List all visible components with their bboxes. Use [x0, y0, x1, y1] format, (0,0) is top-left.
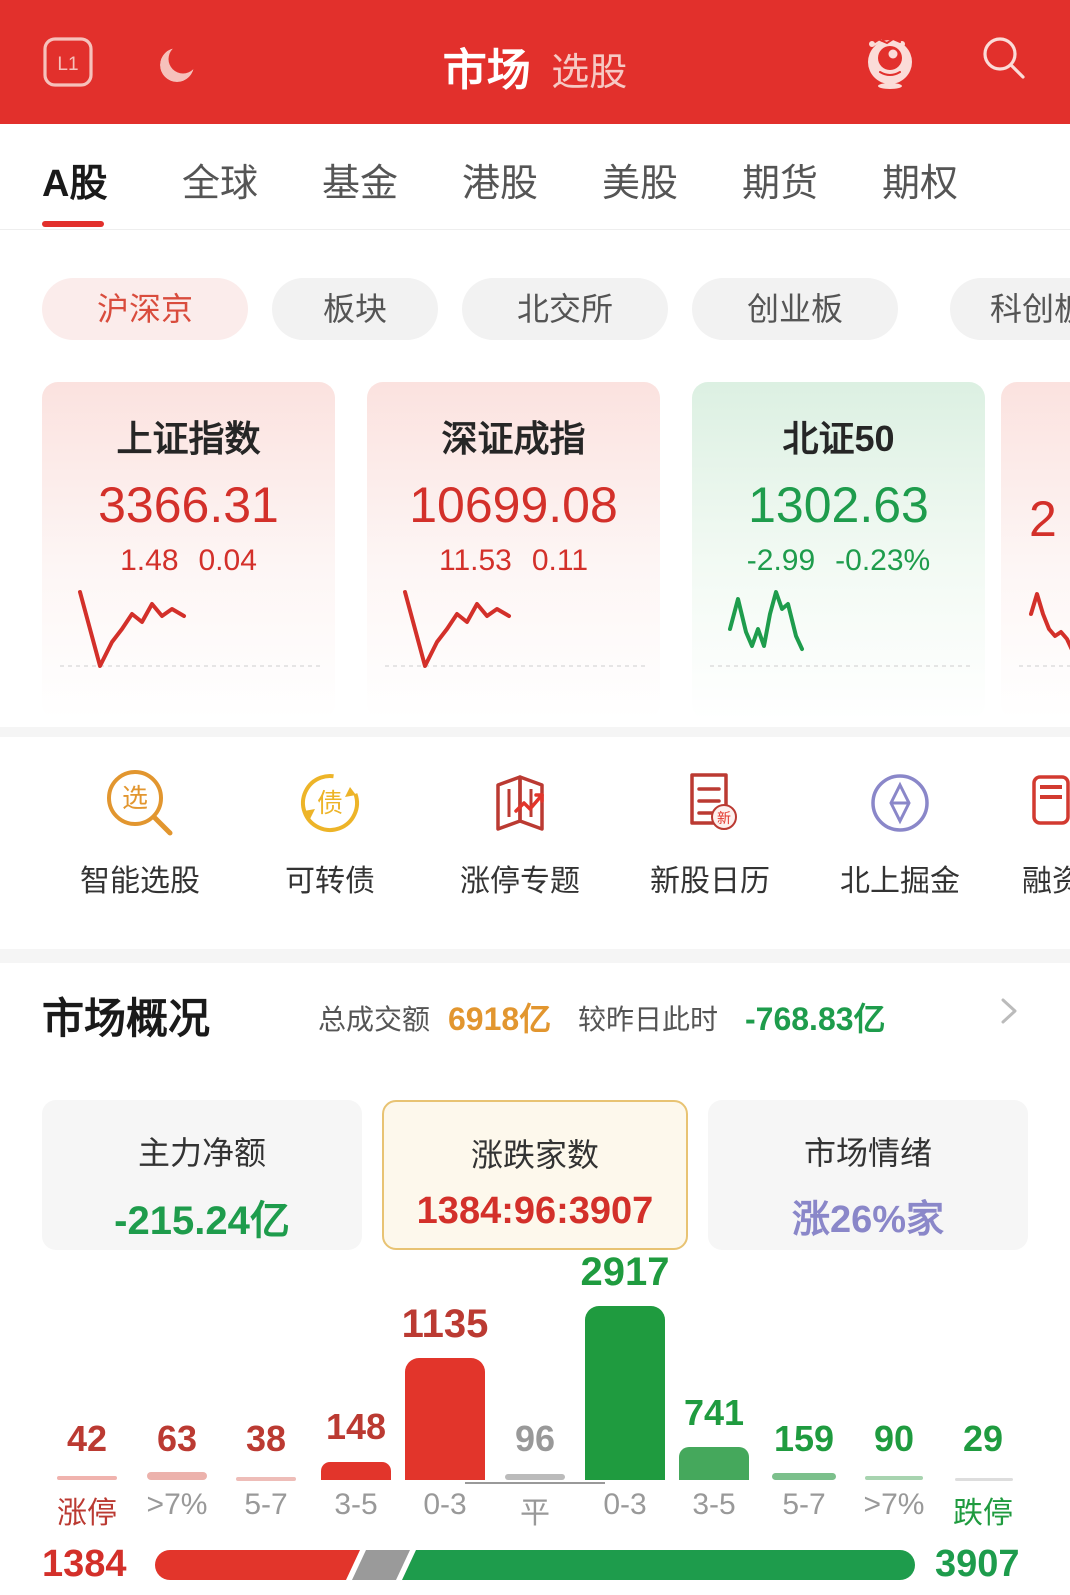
svg-text:债: 债 [317, 788, 343, 818]
svg-text:选: 选 [122, 783, 148, 813]
svg-text:新: 新 [717, 810, 731, 826]
